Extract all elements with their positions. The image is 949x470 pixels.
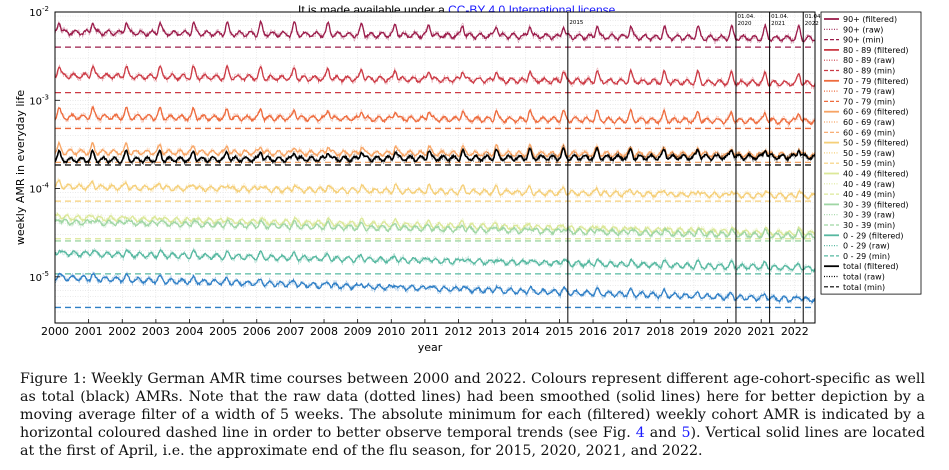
legend-label-21: 0 - 29 (filtered)	[843, 231, 903, 240]
x-tick-label: 2009	[344, 325, 372, 338]
legend-label-6: 70 - 79 (filtered)	[843, 77, 909, 86]
legend-label-11: 60 - 69 (min)	[843, 128, 895, 137]
event-line-label-1-0: 01.04.	[737, 14, 755, 20]
caption-text-end: ). Vertical solid lines are located at t…	[20, 425, 925, 459]
legend-label-22: 0 - 29 (raw)	[843, 242, 890, 251]
x-tick-label: 2020	[714, 325, 742, 338]
legend-label-8: 70 - 79 (min)	[843, 97, 895, 106]
legend-label-17: 40 - 49 (min)	[843, 190, 895, 199]
event-line-label-2-0: 01.04.	[771, 14, 789, 20]
legend-label-3: 80 - 89 (filtered)	[843, 46, 909, 55]
y-tick-label: 10-4	[29, 182, 49, 196]
event-line-label-3-1: 2022	[805, 21, 819, 27]
legend-label-7: 70 - 79 (raw)	[843, 87, 895, 96]
legend-label-9: 60 - 69 (filtered)	[843, 108, 909, 117]
fig-4-link[interactable]: 4	[635, 425, 645, 441]
x-tick-label: 2004	[176, 325, 204, 338]
x-tick-label: 2008	[310, 325, 338, 338]
x-tick-label: 2007	[276, 325, 304, 338]
legend-label-26: total (min)	[843, 283, 885, 292]
x-tick-label: 2015	[545, 325, 573, 338]
y-tick-label: 10-5	[29, 270, 49, 284]
caption-text: Figure 1: Weekly German AMR time courses…	[20, 371, 925, 441]
legend-label-0: 90+ (filtered)	[843, 15, 897, 24]
legend-label-23: 0 - 29 (min)	[843, 252, 890, 261]
series-filtered-4	[55, 179, 815, 201]
series-filtered-1	[55, 64, 815, 88]
series-filtered-2	[55, 105, 815, 126]
legend-label-14: 50 - 59 (min)	[843, 159, 895, 168]
series-filtered-6	[55, 218, 815, 240]
event-line-label-1-1: 2020	[737, 21, 751, 27]
x-tick-label: 2021	[747, 325, 775, 338]
x-tick-label: 2000	[41, 325, 69, 338]
y-axis-label: weekly AMR in everyday life	[14, 90, 27, 245]
event-line-label-3-0: 01.04.	[805, 14, 823, 20]
x-tick-label: 2016	[579, 325, 607, 338]
legend-label-16: 40 - 49 (raw)	[843, 180, 895, 189]
x-tick-label: 2005	[209, 325, 237, 338]
legend-label-1: 90+ (raw)	[843, 25, 883, 34]
legend-label-10: 60 - 69 (raw)	[843, 118, 895, 127]
plot-area	[55, 12, 815, 323]
x-tick-label: 2010	[377, 325, 405, 338]
legend-label-12: 50 - 59 (filtered)	[843, 139, 909, 148]
legend-label-13: 50 - 59 (raw)	[843, 149, 895, 158]
x-tick-label: 2013	[478, 325, 506, 338]
fig-5-link[interactable]: 5	[681, 425, 691, 441]
axes-frame	[54, 11, 816, 324]
x-tick-label: 2011	[411, 325, 439, 338]
x-tick-label: 2017	[613, 325, 641, 338]
series-filtered-3	[55, 140, 815, 160]
x-tick-label: 2012	[445, 325, 473, 338]
y-tick-label: 10-2	[29, 5, 49, 19]
legend-label-24: total (filtered)	[843, 262, 899, 271]
legend-label-25: total (raw)	[843, 273, 885, 282]
x-tick-label: 2022	[781, 325, 809, 338]
x-tick-label: 2018	[646, 325, 674, 338]
legend-label-18: 30 - 39 (filtered)	[843, 200, 909, 209]
x-tick-label: 2003	[142, 325, 170, 338]
legend-label-2: 90+ (min)	[843, 36, 884, 45]
series-filtered-0	[55, 19, 815, 43]
x-tick-label: 2002	[108, 325, 136, 338]
legend-label-5: 80 - 89 (min)	[843, 67, 895, 76]
license-suffix: .	[615, 3, 622, 17]
series-filtered-9	[55, 146, 815, 165]
x-tick-label: 2019	[680, 325, 708, 338]
series-layer	[55, 19, 815, 309]
x-tick-label: 2006	[243, 325, 271, 338]
y-tick-label: 10-3	[29, 93, 49, 107]
series-filtered-7	[55, 248, 815, 273]
legend-label-20: 30 - 39 (min)	[843, 221, 895, 230]
x-tick-label: 2001	[75, 325, 103, 338]
event-line-label-0-0: 2015	[569, 20, 583, 26]
legend-label-15: 40 - 49 (filtered)	[843, 170, 909, 179]
legend-label-19: 30 - 39 (raw)	[843, 211, 895, 220]
series-filtered-8	[55, 272, 815, 304]
x-tick-label: 2014	[512, 325, 540, 338]
figure-caption: Figure 1: Weekly German AMR time courses…	[20, 370, 925, 460]
event-line-label-2-1: 2021	[771, 21, 785, 27]
legend-box	[820, 11, 922, 295]
caption-and: and	[644, 425, 682, 441]
legend-label-4: 80 - 89 (raw)	[843, 56, 895, 65]
x-axis-label: year	[418, 341, 443, 354]
